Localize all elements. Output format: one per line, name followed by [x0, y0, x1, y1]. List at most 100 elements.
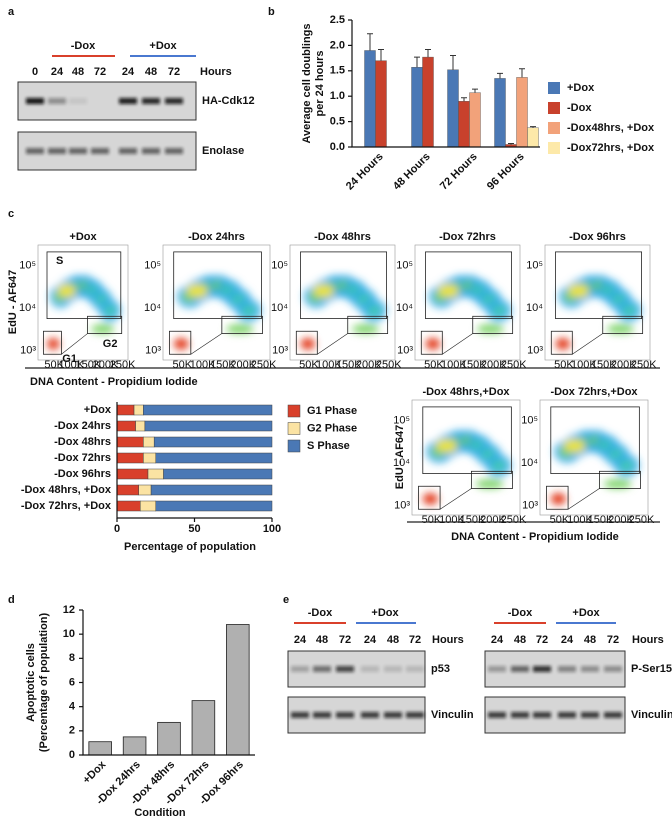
- gate-link: [190, 333, 223, 355]
- band-label: HA-Cdk12: [202, 95, 255, 107]
- y-tick-label: +Dox: [84, 404, 112, 416]
- flow-x-tick: 200K: [608, 514, 634, 526]
- x-tick-label: 50: [188, 523, 200, 535]
- g1-blob: [550, 493, 566, 505]
- blot-box: [287, 650, 426, 688]
- density-core: [621, 304, 637, 317]
- group-label: +Dox: [149, 40, 177, 52]
- bar: [122, 736, 147, 756]
- lane-label: 24: [122, 66, 135, 78]
- bar-segment: [144, 420, 273, 432]
- bar: [375, 60, 387, 148]
- y-axis-label: per 24 hours: [314, 50, 326, 116]
- g2-blob: [91, 324, 115, 334]
- y-tick-label: 1.0: [330, 90, 345, 102]
- blot-band: [406, 712, 424, 718]
- error-bar: [519, 68, 525, 78]
- gate-label: G2: [103, 338, 118, 350]
- blot-band: [291, 666, 309, 672]
- flow-x-tick: 200K: [480, 514, 506, 526]
- blot-band: [511, 666, 529, 672]
- blot-band: [581, 712, 599, 718]
- blot-band: [384, 712, 402, 718]
- bar-segment: [143, 404, 273, 416]
- flow-x-tick: 250K: [501, 514, 527, 526]
- blot-band: [336, 666, 354, 672]
- panel-label: e: [283, 594, 289, 606]
- gate-s: [300, 251, 387, 319]
- bar-segment: [153, 436, 273, 448]
- density-core: [103, 304, 117, 317]
- band-label: p53: [431, 663, 450, 675]
- bar: [458, 101, 470, 148]
- y-tick-label: 6: [69, 676, 75, 688]
- flow-title: -Dox 48hrs: [314, 231, 371, 243]
- g1-blob: [47, 338, 60, 350]
- y-tick-label: 12: [63, 604, 75, 616]
- bar-segment: [135, 420, 146, 432]
- gate-g1: [420, 330, 443, 355]
- group-label: -Dox: [71, 40, 96, 52]
- bar: [527, 127, 539, 148]
- lane-label: 24: [294, 634, 307, 646]
- bar-segment: [150, 484, 273, 496]
- blot-band: [361, 712, 379, 718]
- flow-y-tick: 10⁴: [521, 457, 538, 469]
- density: [300, 274, 387, 350]
- blot-band: [384, 666, 402, 672]
- x-tick-label: +Dox: [81, 758, 109, 786]
- blot-band: [119, 148, 137, 154]
- flow-x-tick: 250K: [110, 359, 136, 371]
- flow-y-tick: 10⁴: [19, 302, 36, 314]
- density-core: [490, 459, 506, 472]
- error-bar: [450, 55, 456, 70]
- flow-y-tick: 10⁴: [393, 457, 410, 469]
- flow-y-tick: 10⁴: [396, 302, 413, 314]
- density-core: [313, 284, 335, 298]
- blot-band: [26, 148, 44, 154]
- g1-blob: [555, 338, 571, 350]
- density-core: [568, 284, 590, 298]
- x-axis-label: Percentage of population: [124, 541, 256, 553]
- blot-band: [533, 712, 551, 718]
- legend-label: S Phase: [307, 440, 350, 452]
- gate-g1: [295, 330, 318, 355]
- lane-label: 48: [584, 634, 596, 646]
- flow-y-tick: 10⁵: [396, 260, 413, 272]
- bar-segment: [147, 468, 164, 480]
- lane-label: 72: [339, 634, 351, 646]
- density: [550, 429, 640, 505]
- lane-label: 72: [409, 634, 421, 646]
- g1-blob: [300, 338, 316, 350]
- density-core: [241, 304, 257, 317]
- lanes-unit: Hours: [432, 634, 464, 646]
- lane-label: 72: [94, 66, 106, 78]
- gate-s: [422, 406, 512, 474]
- panel-label: a: [8, 6, 15, 18]
- blot-band: [165, 148, 183, 154]
- blot-band: [48, 98, 66, 104]
- gate-label: S: [56, 255, 63, 267]
- group-label: +Dox: [371, 607, 399, 619]
- x-tick-label: 100: [263, 523, 281, 535]
- legend-label: G2 Phase: [307, 422, 357, 434]
- gate-g2: [347, 315, 389, 334]
- lane-label: 72: [607, 634, 619, 646]
- g2-blob: [476, 324, 505, 334]
- bar-segment: [116, 420, 136, 432]
- flow-x-tick: 100K: [439, 514, 465, 526]
- bar: [157, 721, 181, 756]
- gate-g1: [43, 330, 62, 355]
- density-core: [618, 459, 634, 472]
- lane-label: 24: [51, 66, 64, 78]
- flow-y-tick: 10⁴: [144, 302, 161, 314]
- flow-title: -Dox 24hrs: [188, 231, 245, 243]
- bar-segment: [155, 452, 273, 464]
- gate-s: [46, 251, 122, 319]
- flow-y-tick: 10⁵: [19, 260, 36, 272]
- group-label: -Dox: [308, 607, 333, 619]
- gate-g1: [546, 485, 569, 510]
- x-tick-label: 72 Hours: [438, 151, 480, 193]
- blot-band: [142, 148, 160, 154]
- legend-swatch: [287, 404, 301, 418]
